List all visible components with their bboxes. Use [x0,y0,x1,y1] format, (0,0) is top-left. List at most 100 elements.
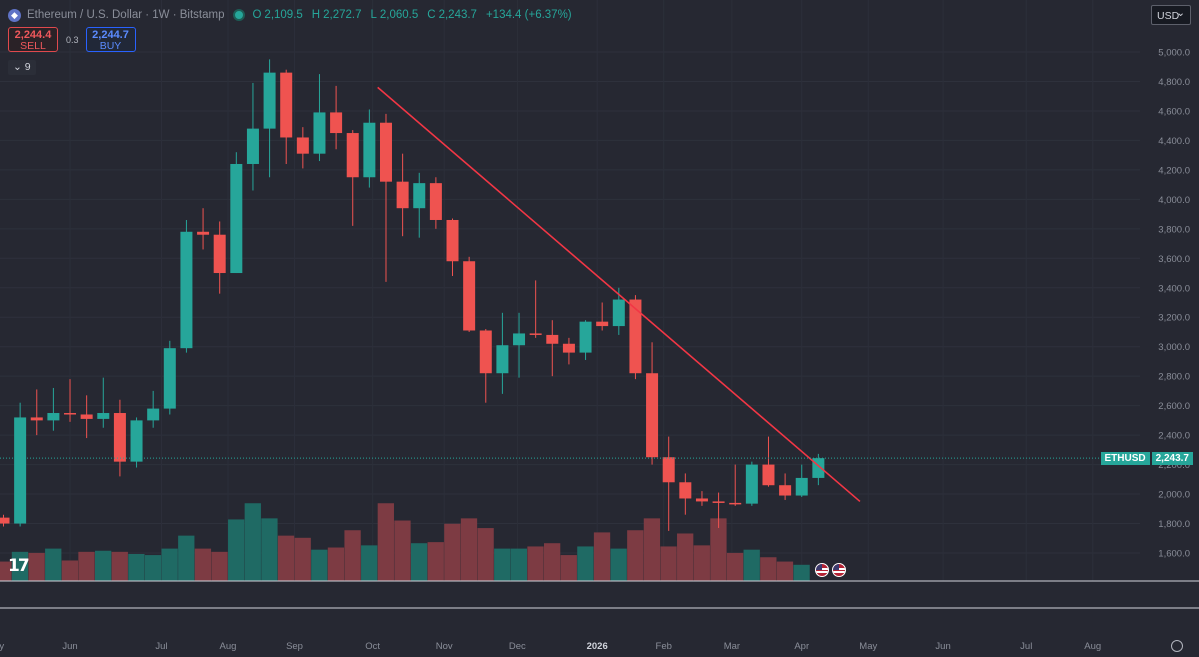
x-tick-label: Feb [656,641,672,652]
sell-label: SELL [20,40,46,52]
candle-body [729,502,742,505]
candle-body [413,183,426,209]
candle-body [0,517,10,524]
candle [230,152,243,274]
currency-value: USD [1157,10,1180,22]
candle [496,312,509,394]
buy-label: BUY [99,40,122,52]
trendline [377,86,861,503]
y-tick-label: 4,600.0 [1158,106,1190,117]
candle [463,256,476,332]
volume-bar [161,548,178,581]
us-flag-event-icon[interactable] [832,563,846,577]
y-tick-label: 4,000.0 [1158,195,1190,206]
sell-price: 2,244.4 [14,29,52,41]
indicators-toggle[interactable]: ⌄ 9 [8,60,36,75]
y-tick-label: 3,000.0 [1158,342,1190,353]
candle-body [113,413,126,462]
volume-bar [261,518,278,581]
y-tick-label: 4,400.0 [1158,136,1190,147]
x-tick-label: Jul [1020,641,1032,652]
candle [379,113,392,282]
candle-body [695,498,708,502]
candle-body [147,408,160,421]
volume-bar [244,503,261,581]
volume-bar [228,519,245,581]
volume-bar [327,547,345,581]
sell-button[interactable]: 2,244.4 SELL [8,27,58,52]
volume-bar [344,530,361,581]
candle-body [629,299,642,374]
volume-bar [377,503,394,581]
close-label: C [427,9,436,21]
candle-body [330,112,343,134]
candle-body [263,72,276,129]
candle [97,377,110,428]
candle [330,85,343,150]
x-tick-label: Aug [1084,641,1101,652]
candle [80,395,93,439]
time-axis: May Jun Jul Aug Sep Oct Nov Dec 2026 Feb Mar Apr May… [0,641,1101,652]
candle-body [230,163,243,274]
high-value: 2,272.7 [323,9,362,21]
us-flag-event-icon[interactable] [815,563,829,577]
gear-icon[interactable] [1171,640,1183,652]
candle-body [130,420,143,462]
candle-body [379,122,392,182]
volume-bar [693,545,710,581]
y-tick-label: 3,800.0 [1158,224,1190,235]
candle [413,172,426,238]
x-tick-label: Jun [935,641,950,652]
symbol-title[interactable]: Ethereum / U.S. Dollar · 1W · Bitstamp [27,9,225,21]
candle-body [64,413,77,415]
volume-bar [410,543,428,581]
market-status-icon[interactable] [233,9,246,21]
volume-bar [94,550,112,581]
candle [795,464,808,498]
candle [646,342,659,465]
candle-body [313,112,326,154]
candle-body [97,413,110,419]
candle-body [296,137,309,154]
volume-bar [45,548,62,581]
volume-bar [277,535,295,581]
y-tick-label: 1,600.0 [1158,549,1190,560]
candle-body [213,234,226,274]
candle [396,153,409,237]
candle [729,464,742,506]
candle [263,59,276,178]
volume-bar [194,548,212,581]
volume-bar [444,523,461,581]
candle-body [47,413,60,421]
price-tag-value: 2,243.7 [1151,452,1193,465]
candle [280,69,293,164]
volume-bar [494,548,511,581]
x-tick-label: Apr [794,641,809,652]
volume-bar [427,542,444,581]
tradingview-logo[interactable]: 17 [8,556,30,576]
volume-bar [743,549,760,581]
volume-bars [0,503,810,581]
volume-bar [560,555,577,581]
open-value: 2,109.5 [264,9,303,21]
candle [296,127,309,169]
y-tick-label: 4,200.0 [1158,165,1190,176]
currency-select[interactable]: USD ⌄ [1151,5,1191,25]
candle-body [779,485,792,496]
buy-button[interactable]: 2,244.7 BUY [85,27,136,52]
candle-body [479,330,492,374]
volume-bar [311,549,328,581]
candle [779,473,792,500]
volume-bar [61,560,79,581]
candle [246,82,259,191]
candle [662,436,675,531]
volume-bar [78,551,95,581]
candle-body [596,321,609,327]
candle-body [679,482,692,499]
candle [130,417,143,468]
candle-body [180,231,193,349]
x-tick-label: Jun [62,641,77,652]
volume-bar [394,520,411,581]
candle-body [429,183,442,220]
